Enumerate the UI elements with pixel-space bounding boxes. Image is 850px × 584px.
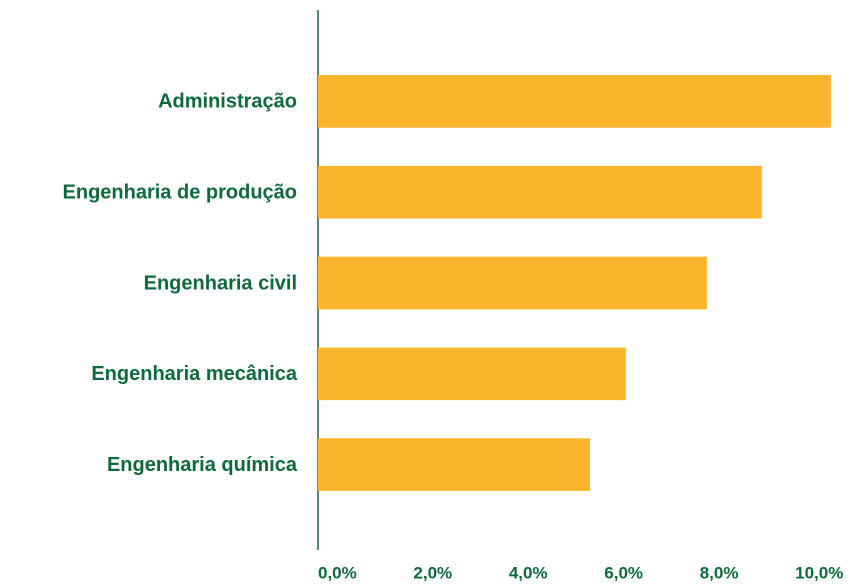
x-tick-label: 0,0% [318, 563, 357, 582]
x-tick-label: 10,0% [795, 563, 843, 582]
x-tick-label: 2,0% [413, 563, 452, 582]
x-tick-label: 6,0% [604, 563, 643, 582]
y-tick-label: Administração [158, 91, 297, 113]
y-tick-label: Engenharia mecânica [91, 363, 298, 385]
bar [318, 75, 831, 128]
x-tick-label: 4,0% [509, 563, 548, 582]
y-tick-label: Engenharia de produção [63, 181, 297, 203]
x-tick-label: 8,0% [700, 563, 739, 582]
y-tick-label: Engenharia civil [144, 272, 297, 294]
y-tick-label: Engenharia química [107, 454, 298, 476]
bar [318, 256, 707, 310]
bar [318, 438, 590, 491]
bar [318, 165, 762, 219]
bar [318, 347, 626, 401]
